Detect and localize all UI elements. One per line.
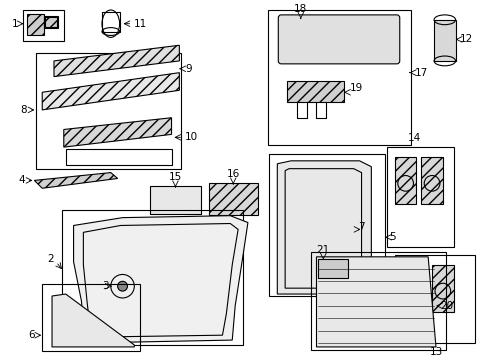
Text: 10: 10 [185, 132, 198, 142]
Text: 4: 4 [18, 175, 24, 185]
Bar [150, 186, 201, 214]
Text: 21: 21 [316, 245, 329, 255]
FancyBboxPatch shape [278, 15, 399, 64]
Polygon shape [73, 216, 247, 343]
Bar [36, 53, 181, 169]
Text: 16: 16 [226, 170, 240, 179]
Bar [318, 259, 347, 278]
Bar [421, 157, 442, 204]
Bar [42, 284, 140, 351]
Text: 7: 7 [357, 222, 364, 233]
Bar [404, 265, 426, 312]
Text: 11: 11 [134, 19, 147, 29]
Bar [269, 154, 384, 296]
Circle shape [118, 281, 127, 291]
Bar [45, 17, 57, 27]
Bar [386, 147, 453, 247]
Text: 5: 5 [388, 232, 395, 242]
Text: 14: 14 [407, 133, 420, 143]
Polygon shape [54, 45, 179, 77]
Text: 8: 8 [20, 105, 26, 115]
Text: 1: 1 [12, 19, 18, 29]
Polygon shape [316, 257, 435, 347]
Bar [61, 210, 243, 345]
Bar [65, 149, 171, 165]
Bar [394, 157, 416, 204]
Text: 13: 13 [428, 347, 442, 357]
Bar [102, 12, 120, 32]
Bar [433, 20, 455, 61]
Polygon shape [277, 161, 370, 294]
Bar [310, 252, 445, 350]
Text: 6: 6 [28, 330, 34, 340]
Text: 15: 15 [168, 172, 182, 183]
Text: 3: 3 [102, 281, 109, 291]
Text: 20: 20 [439, 301, 452, 311]
Bar [267, 10, 410, 145]
Text: 2: 2 [47, 254, 54, 264]
Bar [44, 16, 58, 28]
Text: 19: 19 [349, 84, 362, 93]
Polygon shape [42, 73, 179, 110]
Polygon shape [63, 118, 171, 147]
Bar [208, 183, 257, 215]
Bar [394, 255, 474, 343]
Polygon shape [34, 172, 118, 188]
Text: 9: 9 [185, 64, 191, 74]
Bar [431, 265, 453, 312]
Bar [286, 81, 343, 102]
Text: 17: 17 [414, 68, 427, 78]
Bar [22, 10, 63, 41]
Text: 18: 18 [293, 4, 306, 14]
Bar [26, 14, 44, 35]
Text: 12: 12 [459, 34, 472, 44]
Polygon shape [52, 294, 134, 347]
